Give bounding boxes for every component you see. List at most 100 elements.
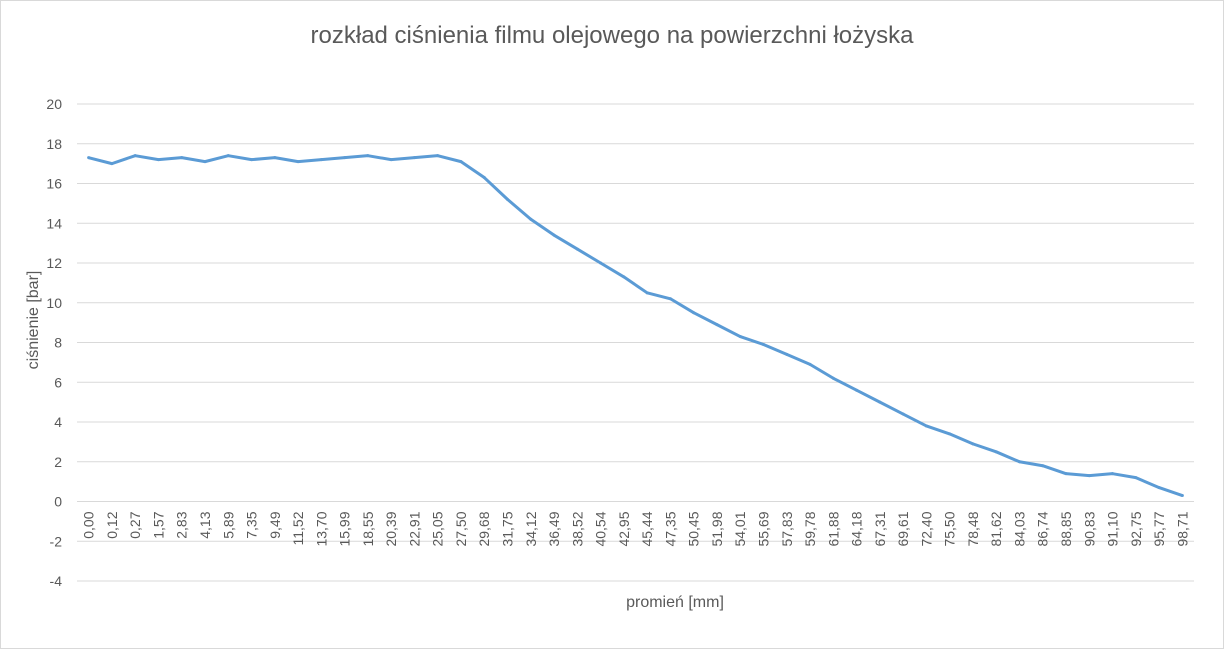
data-point	[319, 158, 323, 162]
data-point	[715, 323, 719, 327]
data-point	[1134, 476, 1138, 480]
x-tick-label: 57,83	[779, 511, 795, 546]
data-point	[599, 261, 603, 265]
x-tick-label: 98,71	[1174, 511, 1190, 546]
x-tick-label: 31,75	[500, 511, 516, 546]
data-point	[506, 197, 510, 201]
x-tick-label: 81,62	[988, 511, 1004, 546]
y-tick-label: 12	[46, 255, 62, 271]
data-point	[1064, 472, 1068, 476]
x-tick-label: 54,01	[732, 511, 748, 546]
data-point	[668, 297, 672, 301]
gridlines	[77, 103, 1194, 582]
x-tick-label: 7,35	[244, 511, 260, 538]
x-tick-label: 50,45	[686, 511, 702, 546]
x-tick-label: 47,35	[662, 511, 678, 546]
x-tick-label: 4,13	[197, 511, 213, 538]
data-point	[529, 217, 533, 221]
x-tick-label: 5,89	[220, 511, 236, 538]
data-point	[389, 158, 393, 162]
x-tick-label: 9,49	[267, 511, 283, 538]
y-tick-label: 6	[54, 374, 62, 390]
data-point	[459, 160, 463, 164]
y-tick-label: -4	[50, 573, 63, 589]
data-point	[738, 335, 742, 339]
x-tick-label: 59,78	[802, 511, 818, 546]
y-tick-label: 18	[46, 136, 62, 152]
y-tick-label: 16	[46, 176, 62, 192]
data-point	[226, 154, 230, 158]
data-point	[87, 156, 91, 160]
x-tick-label: 11,52	[290, 511, 306, 545]
y-tick-label: 4	[54, 414, 62, 430]
x-tick-label: 67,31	[872, 511, 888, 546]
data-point	[622, 275, 626, 279]
data-point	[971, 442, 975, 446]
data-point	[436, 154, 440, 158]
x-tick-label: 1,57	[150, 511, 166, 538]
data-point	[273, 156, 277, 160]
x-tick-label: 84,03	[1011, 511, 1027, 546]
x-tick-label: 61,88	[825, 511, 841, 546]
data-point	[575, 247, 579, 251]
x-tick-label: 90,83	[1081, 511, 1097, 546]
data-point	[645, 291, 649, 295]
x-tick-label: 78,48	[965, 511, 981, 546]
data-point	[296, 160, 300, 164]
x-tick-label: 86,74	[1035, 511, 1051, 546]
x-tick-label: 0,27	[127, 511, 143, 538]
x-tick-label: 95,77	[1151, 511, 1167, 546]
y-tick-label: 10	[46, 295, 62, 311]
x-tick-label: 55,69	[755, 511, 771, 546]
x-tick-labels: 0,00 0,12 0,27 1,57 2,83 4,13 5,89 7,35 9,49 11,5…	[81, 511, 1191, 546]
data-point	[1111, 472, 1115, 476]
series-line	[88, 154, 1183, 497]
series-layer	[87, 154, 1184, 498]
data-point	[878, 400, 882, 404]
data-point	[110, 162, 114, 166]
data-point	[1180, 494, 1184, 498]
x-tick-label: 0,12	[104, 511, 120, 538]
x-tick-label: 92,75	[1128, 511, 1144, 546]
x-tick-label: 13,70	[313, 511, 329, 546]
x-tick-label: 22,91	[406, 511, 422, 546]
data-point	[855, 388, 859, 392]
data-point	[366, 154, 370, 158]
data-point	[948, 432, 952, 436]
data-point	[761, 342, 765, 346]
y-tick-label: 14	[46, 215, 62, 231]
data-point	[1087, 474, 1091, 478]
data-point	[785, 352, 789, 356]
x-tick-label: 42,95	[616, 511, 632, 546]
data-point	[250, 158, 254, 162]
x-tick-label: 45,44	[639, 511, 655, 546]
y-tick-label: 0	[54, 494, 62, 510]
data-point	[1041, 464, 1045, 468]
x-axis-title: promień [mm]	[626, 594, 724, 611]
y-tick-label: 20	[46, 96, 62, 112]
x-tick-label: 38,52	[569, 511, 585, 546]
y-tick-label: 8	[54, 335, 62, 351]
data-point	[343, 156, 347, 160]
data-point	[482, 176, 486, 180]
data-point	[924, 424, 928, 428]
x-tick-label: 18,55	[360, 511, 376, 546]
x-tick-label: 34,12	[523, 511, 539, 546]
x-tick-label: 69,61	[895, 511, 911, 546]
x-tick-label: 2,83	[174, 511, 190, 538]
data-point	[1017, 460, 1021, 464]
data-point	[831, 376, 835, 380]
x-tick-label: 91,10	[1105, 511, 1121, 546]
data-point	[1157, 486, 1161, 490]
x-tick-label: 72,40	[918, 511, 934, 546]
x-tick-label: 51,98	[709, 511, 725, 546]
data-point	[156, 158, 160, 162]
data-point	[552, 233, 556, 237]
data-point	[901, 412, 905, 416]
data-point	[203, 160, 207, 164]
x-tick-label: 64,18	[849, 511, 865, 546]
data-point	[808, 362, 812, 366]
x-tick-label: 29,68	[476, 511, 492, 546]
x-tick-label: 27,50	[453, 511, 469, 546]
data-point	[994, 450, 998, 454]
